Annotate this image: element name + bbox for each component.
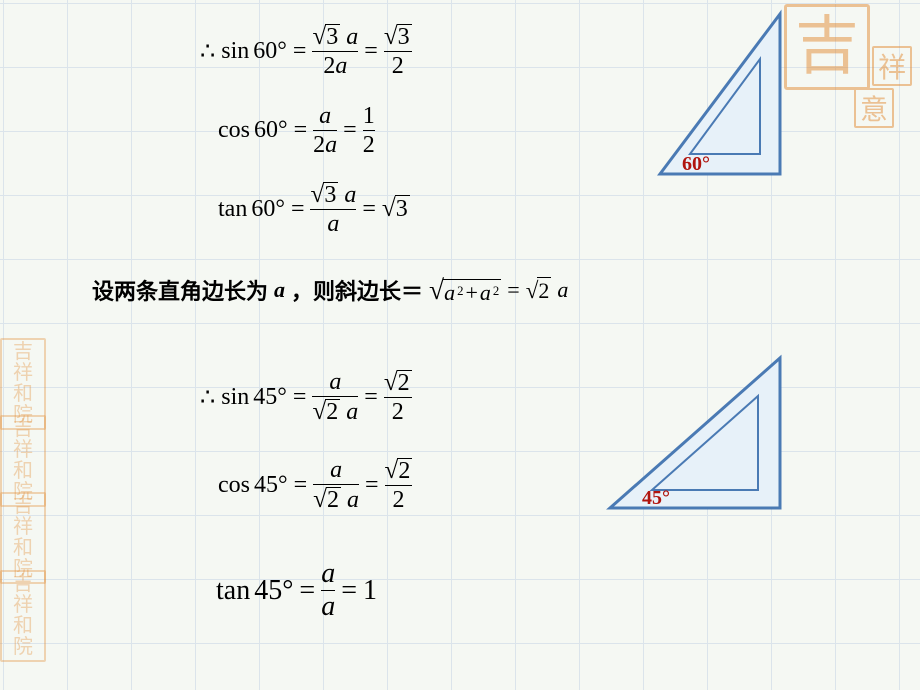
eq-sin45: ∴ sin 45° = a √2 a = √2 2 [200, 370, 412, 424]
eq-sign: = [362, 196, 376, 223]
side-stamp-3: 吉祥和院 [0, 492, 46, 556]
eq-tan45: tan 45° = aa = 1 [216, 560, 377, 621]
triangle-60-label: 60° [682, 153, 710, 175]
triangle-60: 60° [660, 14, 800, 189]
triangle-60-outer [660, 14, 780, 174]
cos45-frac2: √2 2 [385, 458, 413, 512]
eq-sign: = [293, 38, 307, 65]
eq-sign: = [365, 472, 379, 499]
cos60-frac1: a 2a [313, 104, 337, 157]
eq-cos60: cos 60° = a 2a = 12 [218, 104, 375, 157]
eq-sign: = [299, 575, 315, 607]
cos60-frac2: 12 [363, 104, 375, 157]
tan60-frac1: √3 a a [310, 182, 356, 236]
therefore-symbol: ∴ [200, 37, 215, 66]
tan60-fn: tan [218, 196, 247, 223]
sentence-var: a [274, 277, 285, 303]
eq-sign: = [343, 117, 357, 144]
sin60-frac1: √3 a 2a [312, 24, 358, 78]
tan45-frac: aa [321, 560, 335, 621]
eq-sign: = [294, 472, 308, 499]
sentence-pre: 设两条直角边长为 [92, 274, 268, 306]
eq-cos45: cos 45° = a √2 a = √2 2 [218, 458, 412, 512]
triangle-45-outer [610, 358, 780, 508]
corner-stamp: 吉 祥 意 [784, 4, 914, 134]
eq-sin60: ∴ sin 60° = √3 a 2a = √3 2 [200, 24, 412, 78]
eq-sign: = [364, 384, 378, 411]
tan45-result: 1 [363, 575, 377, 607]
cos60-arg: 60° [254, 117, 288, 144]
eq-sign: = [293, 384, 307, 411]
eq-sign: = [291, 196, 305, 223]
cos60-fn: cos [218, 117, 250, 144]
cos45-arg: 45° [254, 472, 288, 499]
sentence-mid: ，则斜边长＝ [291, 274, 423, 306]
side-stamp-1: 吉祥和院 [0, 338, 46, 402]
cos45-fn: cos [218, 472, 250, 499]
sin60-arg: 60° [253, 38, 287, 64]
eq-tan60: tan 60° = √3 a a = √3 [218, 182, 410, 236]
eq-sign: = [364, 38, 378, 65]
sin45-fn: sin [221, 384, 249, 411]
eq-sign: = [341, 575, 357, 607]
sin60-fn: sin [221, 38, 249, 65]
stamp-char-2: 祥 [872, 46, 912, 86]
sin60-frac2: √3 2 [384, 24, 412, 78]
stamp-char-3: 意 [854, 88, 894, 128]
triangle-45-label: 45° [642, 487, 670, 509]
tan60-arg: 60° [251, 196, 285, 223]
eq-sign: = [294, 117, 308, 144]
tan45-arg: 45° [254, 575, 293, 607]
sin45-frac2: √2 2 [384, 370, 412, 424]
therefore-symbol: ∴ [200, 383, 215, 412]
sentence: 设两条直角边长为 a ，则斜边长＝ √ a2 + a2 = √2 a [92, 274, 568, 306]
sin45-arg: 45° [253, 384, 287, 411]
tan45-fn: tan [216, 575, 250, 607]
sin45-frac1: a √2 a [312, 370, 358, 424]
tan60-result: √3 [382, 195, 410, 223]
side-stamp-2: 吉祥和院 [0, 415, 46, 479]
triangle-45: 45° [610, 358, 800, 528]
side-stamp-4: 吉祥和院 [0, 570, 46, 634]
cos45-frac1: a √2 a [313, 458, 359, 512]
